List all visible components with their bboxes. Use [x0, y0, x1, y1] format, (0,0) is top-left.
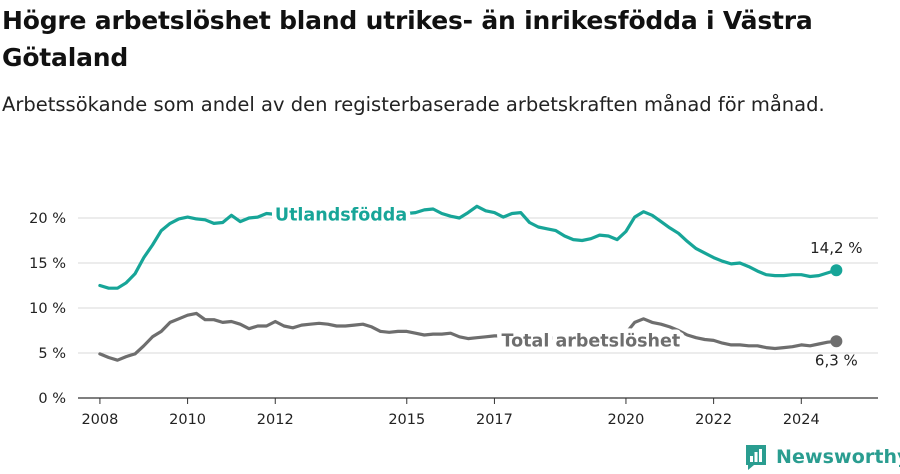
newsworthy-logo-icon: [746, 445, 766, 470]
x-tick-label: 2024: [783, 412, 820, 428]
x-tick-label: 2022: [695, 412, 732, 428]
series-end-label: 6,3 %: [815, 351, 858, 369]
series-end-label: 14,2 %: [810, 239, 862, 257]
x-tick-label: 2017: [476, 412, 513, 428]
series-end-point: [830, 335, 843, 348]
series-name-label: Total arbetslöshet: [502, 331, 681, 351]
y-tick-label: 5 %: [38, 346, 66, 362]
series-name-label: Utlandsfödda: [275, 205, 407, 225]
x-tick-label: 2008: [81, 412, 118, 428]
y-tick-label: 10 %: [29, 301, 66, 317]
x-tick-label: 2012: [257, 412, 294, 428]
y-tick-label: 0 %: [38, 391, 66, 407]
series-line: [98, 311, 838, 362]
y-tick-label: 20 %: [29, 211, 66, 227]
chart-subtitle: Arbetssökande som andel av den registerb…: [2, 93, 825, 116]
x-tick-label: 2015: [388, 412, 425, 428]
x-tick-label: 2010: [169, 412, 206, 428]
series-end-point: [830, 264, 843, 277]
brand-name: Newsworthy: [776, 446, 900, 468]
x-tick-label: 2020: [607, 412, 644, 428]
y-tick-label: 15 %: [29, 256, 66, 272]
newsworthy-brand: Newsworthy: [744, 442, 900, 472]
chart-title: Högre arbetslöshet bland utrikes- än inr…: [2, 6, 813, 72]
series-line: [98, 204, 838, 290]
